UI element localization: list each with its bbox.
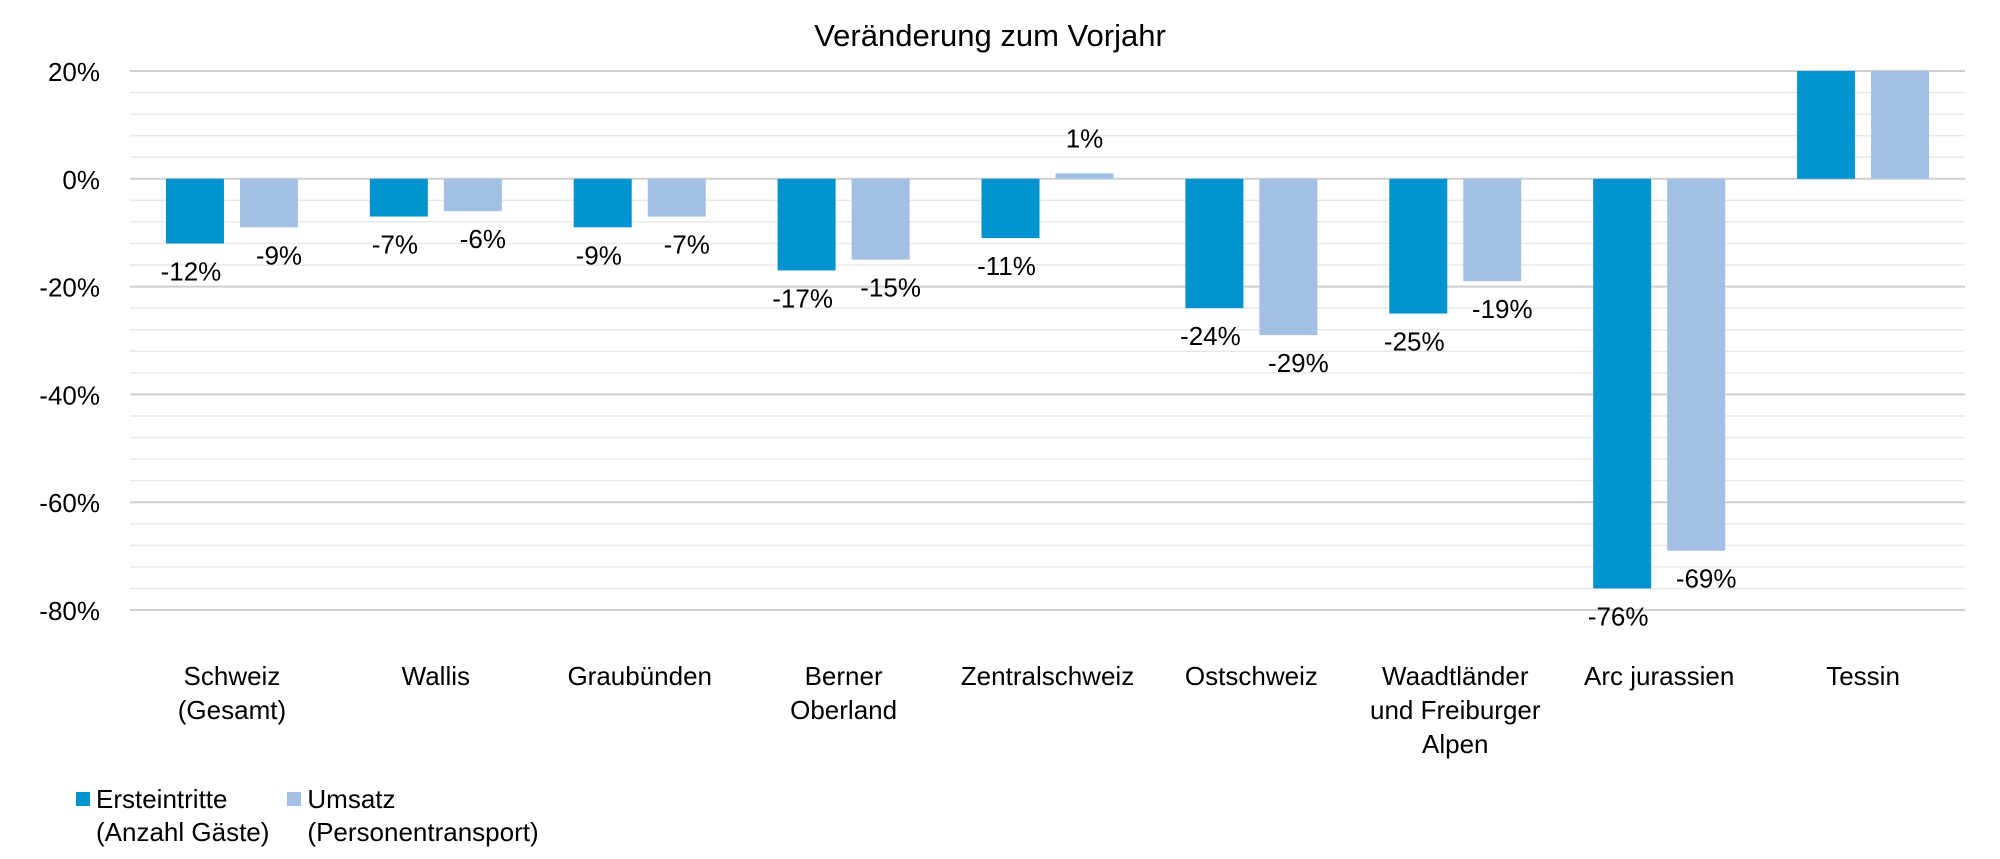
data-label: 1% [1066,123,1104,153]
category-label-line: Wallis [402,661,470,691]
category-label-line: Alpen [1422,729,1489,759]
category-label: Waadtländer und Freiburger Alpen [1370,661,1541,759]
category-label: Zentralschweiz [961,661,1134,691]
data-label: -6% [460,224,506,254]
bar [239,178,298,228]
category-label: Berner Oberland [790,661,897,725]
category-label: Schweiz (Gesamt) [178,661,286,725]
chart-title: Veränderung zum Vorjahr [814,18,1166,53]
data-label: -69% [1676,564,1737,594]
data-label: -19% [1472,294,1533,324]
category-label-line: (Gesamt) [178,695,286,725]
category-label: Arc jurassien [1584,661,1734,691]
bar [369,178,428,217]
bar [573,178,632,228]
y-tick-label: -80% [39,596,100,626]
bar [1871,71,1930,179]
category-label-line: und Freiburger [1370,695,1541,725]
y-tick-label: 20% [48,57,100,87]
data-label: -12% [161,256,222,286]
data-label: -9% [256,240,302,270]
y-axis-ticks: 20% 0% -20% -40% -60% -80% [39,57,100,626]
bar [777,178,836,271]
bar [1797,71,1856,179]
data-label: -25% [1384,327,1445,357]
category-label-line: Oberland [790,695,897,725]
category-label: Wallis [402,661,470,691]
category-label-line: Graubünden [567,661,712,691]
category-label-line: Tessin [1826,661,1900,691]
bar [1055,173,1114,179]
legend-label-umsatz: Umsatz (Personentransport) [307,784,539,847]
data-label: -76% [1588,601,1649,631]
bar [1259,178,1318,336]
bar [1593,178,1652,589]
bar [1185,178,1244,309]
y-tick-label: -60% [39,488,100,518]
legend-item-ersteintritte: Ersteintritte (Anzahl Gäste) [76,783,269,849]
bar [1667,178,1726,551]
bar [647,178,706,217]
bar [1389,178,1448,314]
gridlines [130,70,1965,611]
data-label: -9% [576,240,622,270]
category-label-line: Waadtländer [1382,661,1529,691]
category-label-line: Berner [805,661,883,691]
data-labels: -12% -7% -9% -17% -11% -24% -25% -76% -9% -6% -7% -… [161,123,1737,631]
bars [165,71,1930,589]
data-label: -17% [772,283,833,313]
y-tick-label: 0% [62,165,100,195]
category-label: Tessin [1826,661,1900,691]
legend: Ersteintritte (Anzahl Gäste) Umsatz (Per… [76,783,539,849]
y-tick-label: -40% [39,380,100,410]
legend-swatch-ersteintritte [76,792,90,806]
bar [165,178,224,244]
category-label: Graubünden [567,661,712,691]
legend-label-ersteintritte: Ersteintritte (Anzahl Gäste) [96,784,270,847]
y-tick-label: -20% [39,273,100,303]
category-label-line: Schweiz [184,661,281,691]
data-label: -11% [977,251,1036,281]
category-label-line: Ostschweiz [1185,661,1318,691]
bar [1463,178,1522,282]
category-label: Ostschweiz [1185,661,1318,691]
bar [443,178,502,212]
category-label-line: Arc jurassien [1584,661,1734,691]
category-labels: Schweiz (Gesamt) Wallis Graubünden Berner Obe… [178,661,1900,759]
bar [981,178,1040,239]
data-label: -7% [372,230,418,260]
bar [851,178,910,260]
data-label: -7% [664,230,710,260]
data-label: -29% [1268,348,1329,378]
category-label-line: Zentralschweiz [961,661,1134,691]
data-label: -24% [1180,321,1241,351]
legend-item-umsatz: Umsatz (Personentransport) [287,783,539,849]
legend-swatch-umsatz [287,792,302,806]
data-label: -15% [860,273,921,303]
